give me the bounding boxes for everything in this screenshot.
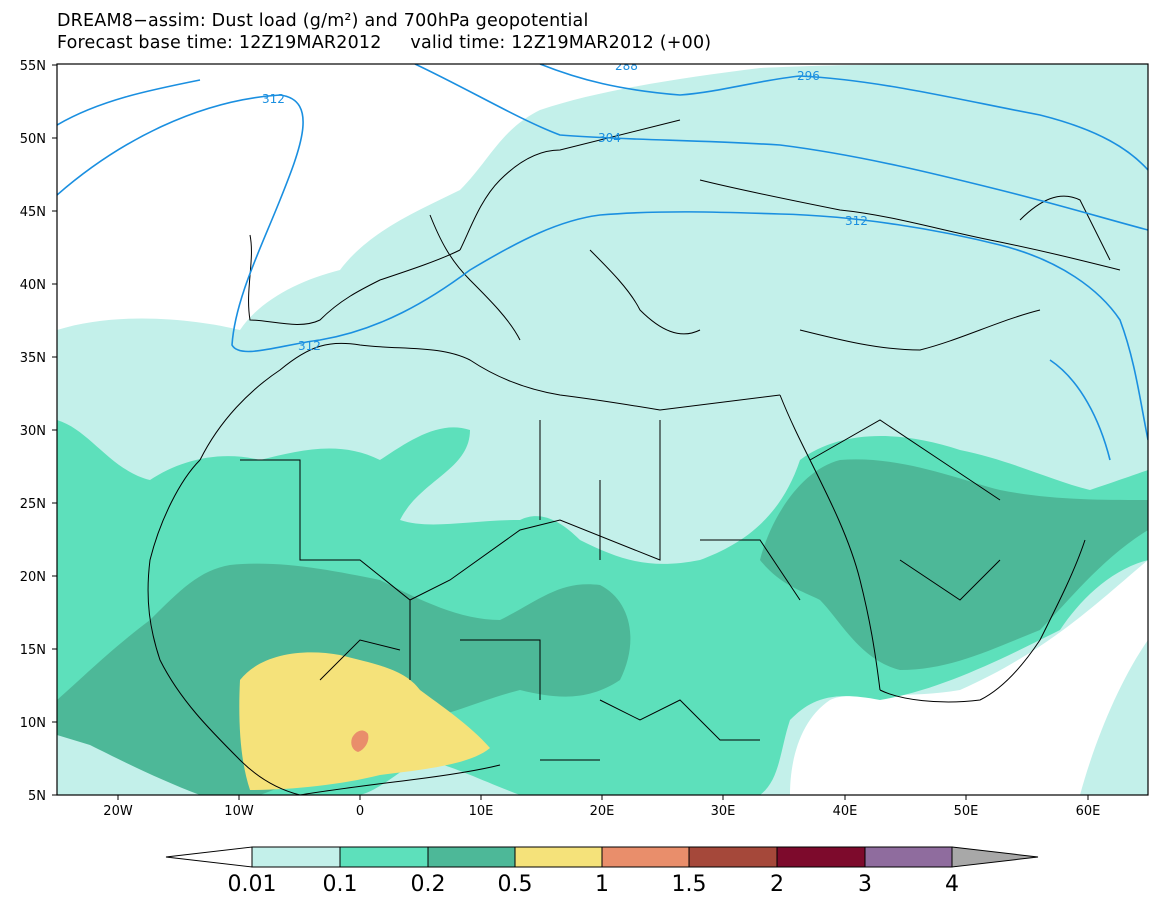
lat-label: 55N (20, 59, 46, 74)
lat-label: 45N (20, 205, 46, 220)
lon-label: 40E (833, 804, 858, 819)
colorbar-swatch (864, 846, 953, 868)
dust-region-0.5 (239, 652, 490, 790)
lon-label: 10E (469, 804, 494, 819)
contour-label: 296 (797, 69, 820, 83)
lat-label: 40N (20, 278, 46, 293)
colorbar-label: 0.01 (228, 872, 277, 897)
lon-label: 60E (1076, 804, 1101, 819)
dust-region-1 (351, 730, 369, 752)
longitude-labels: 20W 10W 0 10E 20E 30E 40E 50E 60E (103, 804, 1100, 819)
coastlines (147, 119, 1121, 795)
lat-label: 10N (20, 716, 46, 731)
lat-label: 20N (20, 570, 46, 585)
colorbar-labels: 0.01 0.1 0.2 0.5 1 1.5 2 3 4 (228, 872, 959, 897)
lat-label: 50N (20, 132, 46, 147)
contour-label: 312 (298, 339, 321, 353)
lat-label: 5N (28, 789, 46, 804)
lon-label: 50E (954, 804, 979, 819)
latitude-labels: 5N 10N 15N 20N 25N 30N 35N 40N 45N 50N 5… (20, 59, 46, 804)
map-subtitle: Forecast base time: 12Z19MAR2012 valid t… (57, 33, 712, 53)
colorbar-swatch (339, 846, 429, 868)
axis-ticks (52, 64, 1089, 800)
geopotential-contours (57, 64, 1148, 461)
contour-label: 312 (262, 92, 285, 106)
lon-label: 20W (103, 804, 133, 819)
colorbar-label: 4 (945, 872, 959, 897)
colorbar-swatch (251, 846, 341, 868)
contour-label: 288 (615, 59, 638, 73)
lat-label: 15N (20, 643, 46, 658)
map-title: DREAM8−assim: Dust load (g/m²) and 700hP… (57, 11, 589, 31)
map-area: 312 304 296 312 312 288 (57, 59, 1148, 795)
colorbar-label: 2 (770, 872, 784, 897)
lat-label: 35N (20, 351, 46, 366)
contour-labels: 312 304 296 312 312 288 (262, 59, 868, 353)
lon-label: 30E (711, 804, 736, 819)
colorbar-label: 1.5 (672, 872, 707, 897)
lat-label: 30N (20, 424, 46, 439)
colorbar-high-arrow (951, 846, 1039, 868)
lon-label: 20E (590, 804, 615, 819)
colorbar-label: 3 (858, 872, 872, 897)
colorbar-swatch (601, 846, 690, 868)
contour-label: 304 (598, 131, 621, 145)
colorbar-label: 0.2 (411, 872, 446, 897)
colorbar-swatch (776, 846, 866, 868)
colorbar-swatch (514, 846, 603, 868)
colorbar-swatch (427, 846, 516, 868)
colorbar-swatch (688, 846, 778, 868)
colorbar-label: 1 (595, 872, 609, 897)
contour-label: 312 (845, 214, 868, 228)
colorbar-label: 0.5 (498, 872, 533, 897)
colorbar-label: 0.1 (323, 872, 358, 897)
lat-label: 25N (20, 497, 46, 512)
colorbar (165, 846, 1039, 868)
colorbar-low-arrow (165, 846, 253, 868)
lon-label: 10W (224, 804, 254, 819)
lon-label: 0 (356, 804, 364, 819)
